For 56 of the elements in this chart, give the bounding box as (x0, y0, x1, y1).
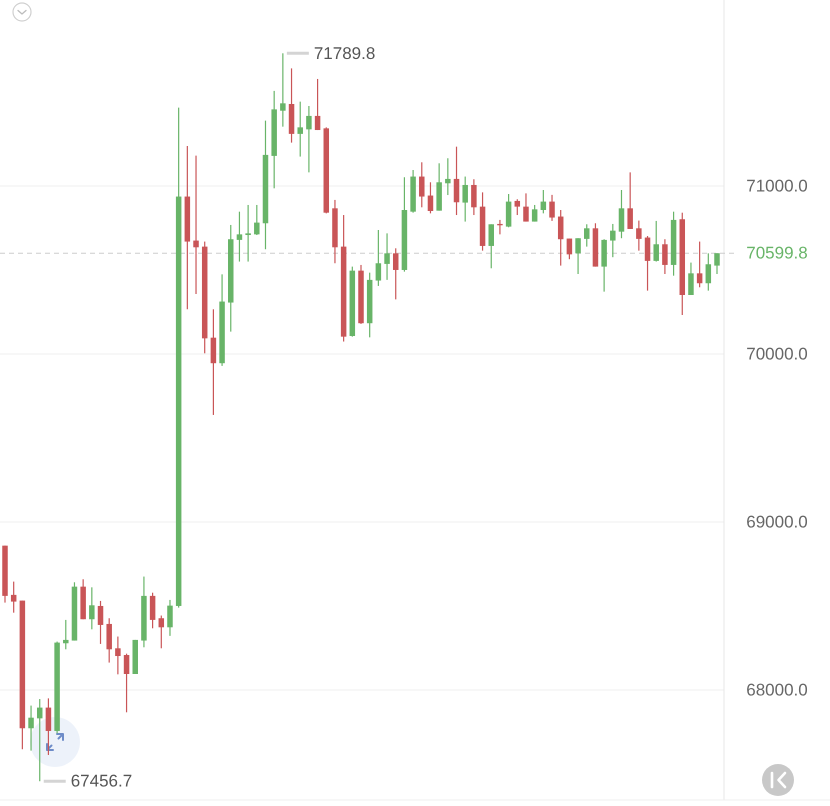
candlestick (158, 614, 164, 649)
y-tick-label: 71000.0 (746, 176, 808, 196)
candlestick (419, 162, 425, 208)
candlestick (297, 101, 303, 158)
candlestick (193, 154, 199, 295)
y-tick-label: 68000.0 (746, 680, 808, 700)
candlestick (566, 238, 572, 260)
candlestick (549, 194, 555, 222)
candlestick (28, 704, 34, 752)
candlestick (63, 619, 69, 650)
candlestick (696, 240, 702, 288)
candlestick (376, 229, 382, 287)
ref-line-label: 70599.8 (746, 244, 808, 263)
candlestick (115, 636, 121, 675)
candlestick (627, 172, 633, 230)
candlestick (644, 235, 650, 292)
candlestick (36, 698, 42, 782)
annotation: 67456.7 (70, 772, 132, 791)
candlestick (462, 176, 468, 222)
candlestick (558, 209, 564, 266)
candlestick (706, 252, 712, 292)
candlestick (306, 105, 312, 173)
y-tick-label: 70000.0 (746, 344, 808, 364)
candlestick (454, 146, 460, 216)
candlestick (445, 158, 451, 196)
candlestick (540, 189, 546, 214)
candlestick (89, 586, 95, 630)
candlestick (532, 204, 538, 222)
candlestick (653, 220, 659, 262)
candlestick (636, 220, 642, 252)
candlestick (124, 653, 130, 713)
candlestick (384, 232, 390, 280)
candlestick (392, 248, 398, 300)
candlestick (98, 600, 104, 645)
candlestick (10, 581, 16, 614)
y-tick-label: 69000.0 (746, 512, 808, 532)
candlestick (575, 238, 581, 275)
candlestick (523, 192, 529, 222)
candlestick (280, 52, 286, 128)
annotation: 71789.8 (314, 44, 376, 63)
candlestick (236, 211, 242, 262)
candlestick (314, 78, 320, 131)
candlestick (488, 224, 494, 269)
candlestick (497, 219, 503, 235)
candlestick (610, 223, 616, 258)
candlestick (254, 204, 260, 236)
candlestick (662, 238, 668, 275)
candlestick (471, 178, 477, 216)
candlestick (514, 198, 520, 216)
candlestick (584, 224, 590, 248)
candlestick (46, 698, 52, 756)
candlestick (688, 262, 694, 296)
candlestick (618, 189, 624, 239)
candlestick (428, 182, 434, 214)
candlestick (714, 252, 720, 275)
candlestick (167, 599, 173, 636)
